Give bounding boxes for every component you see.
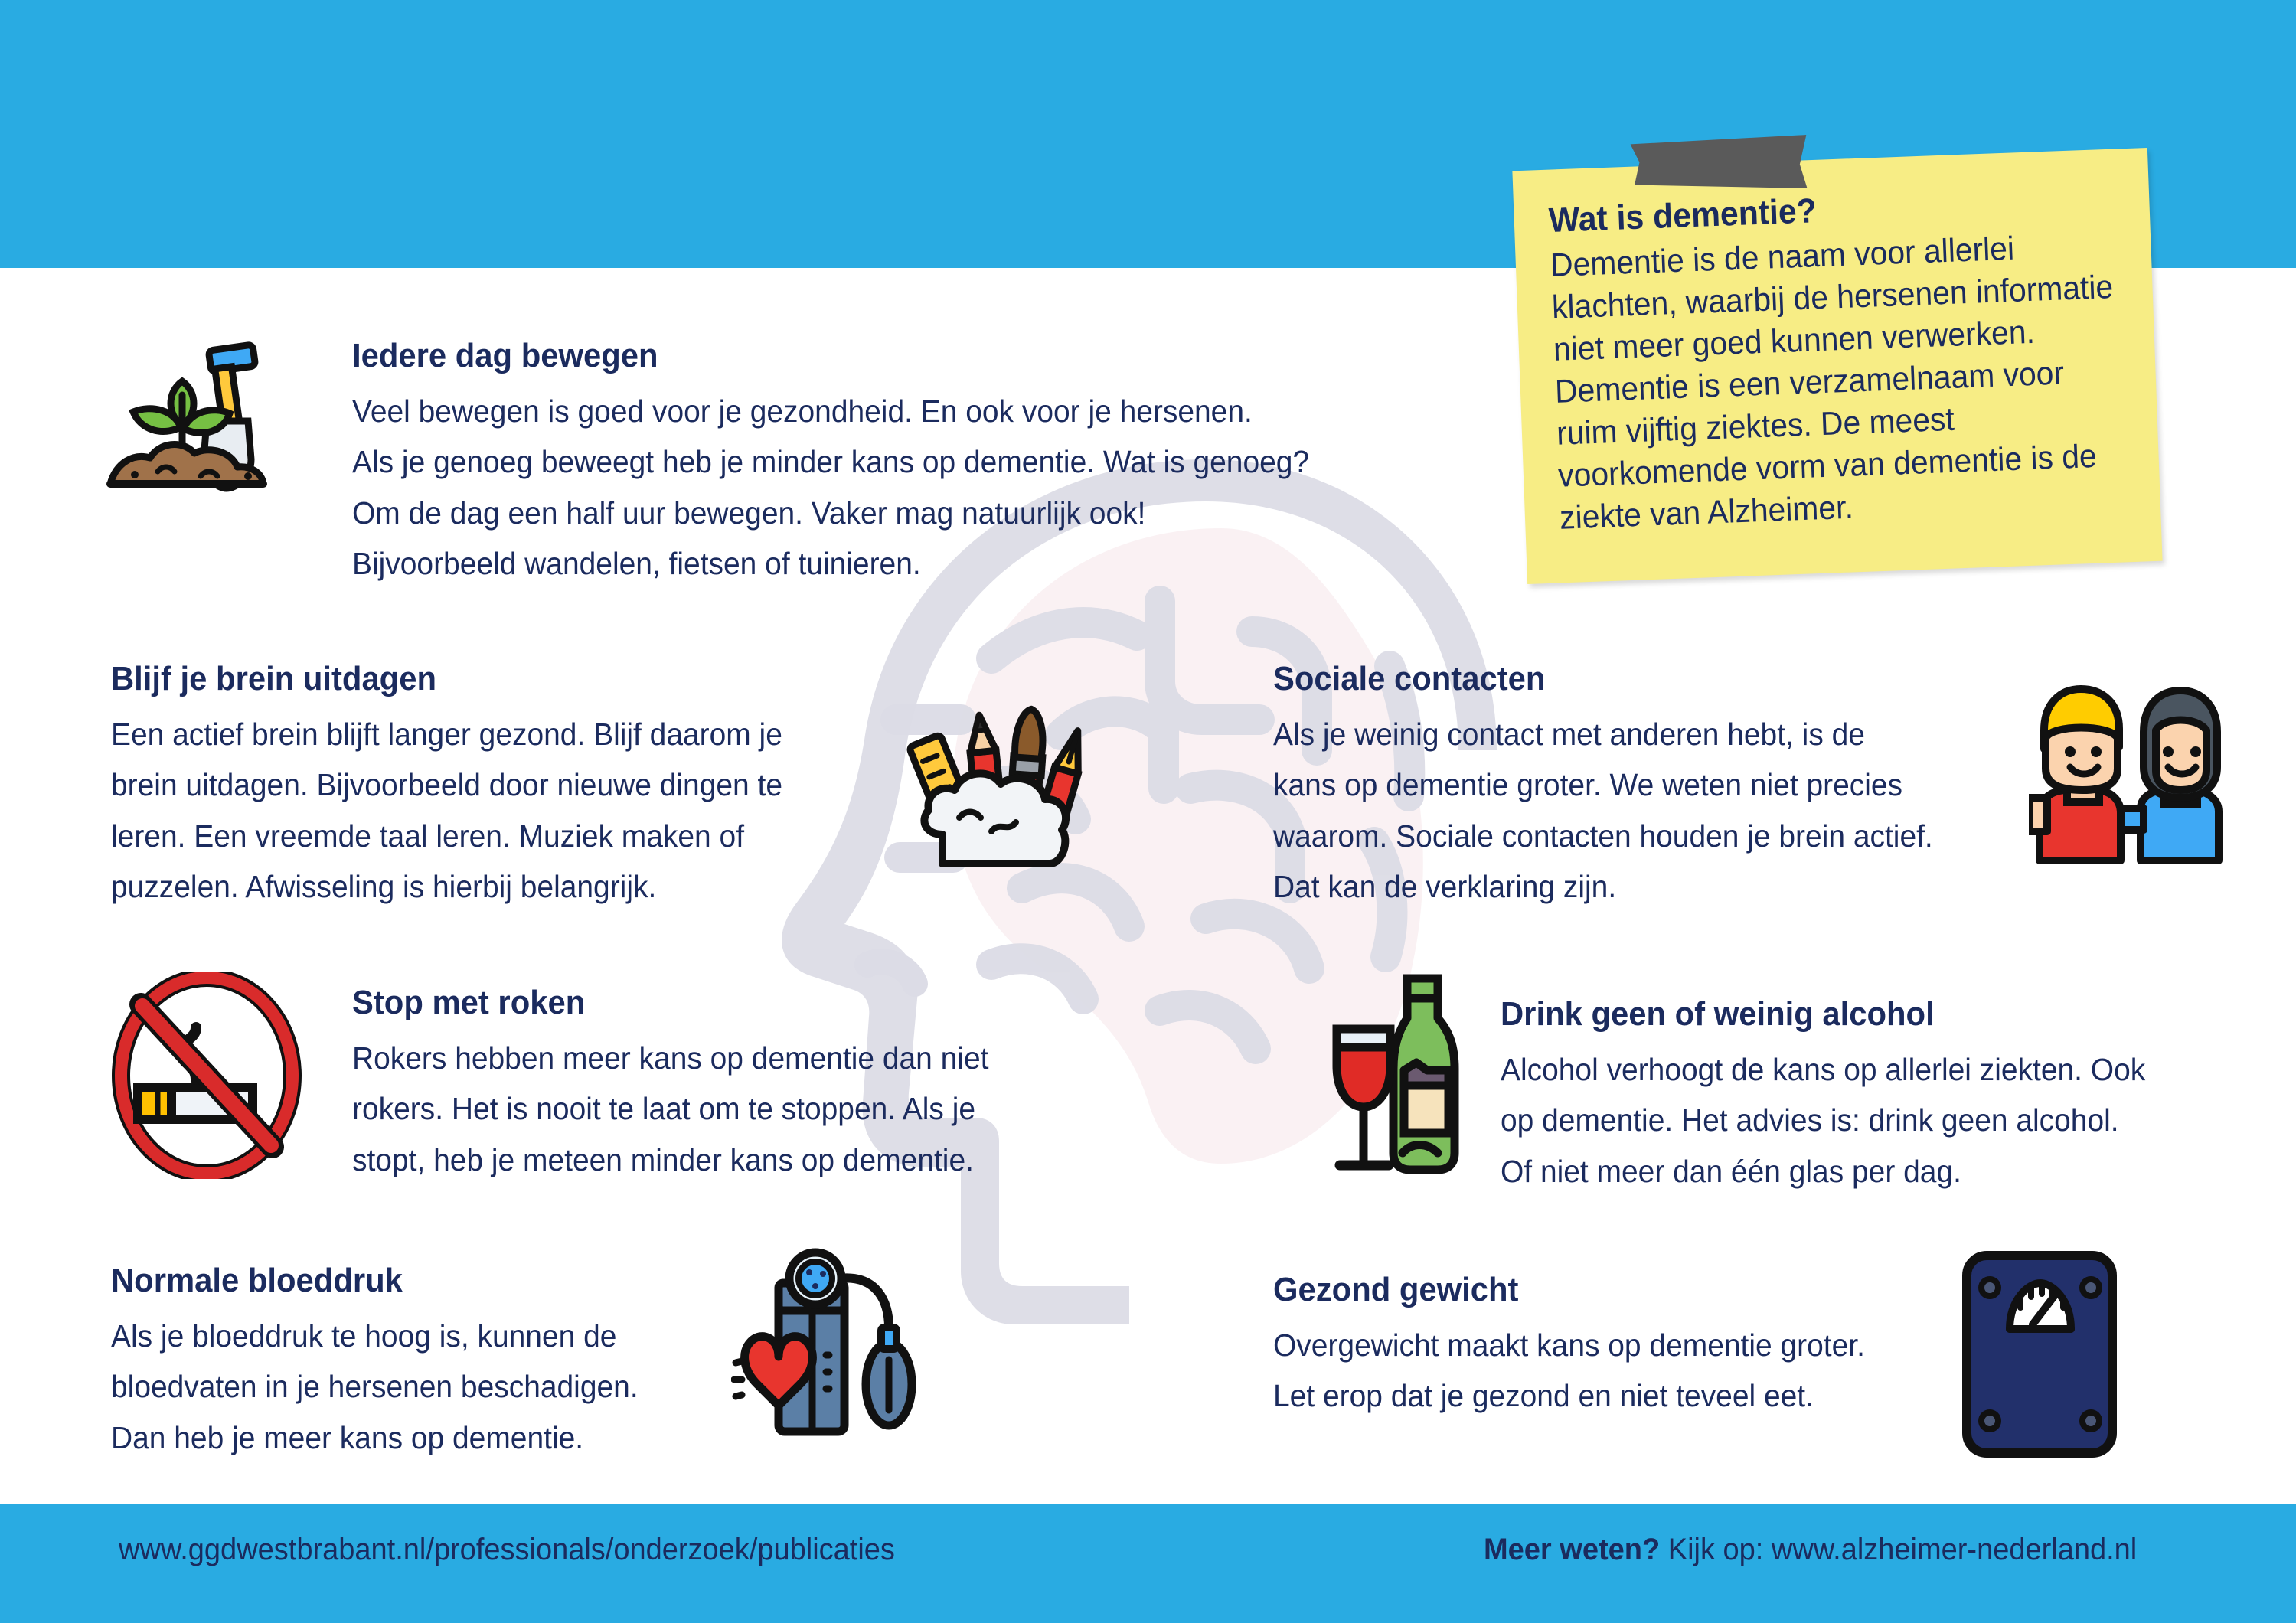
section-title-bloeddruk: Normale bloeddruk [111,1262,403,1299]
footer-banner [0,1504,2296,1623]
section-title-bewegen: Iedere dag bewegen [352,337,658,374]
section-sociale-contacten: Sociale contacten Als je weinig contact … [1273,660,2046,913]
section-uitdagen: Blijf je brein uitdagen Een actief brein… [111,660,938,913]
weight-scale-icon [1956,1248,2125,1462]
footer-link-text: Kijk op: www.alzheimer-nederland.nl [1660,1533,2138,1566]
section-line: brein uitdagen. Bijvoorbeeld door nieuwe… [111,767,783,803]
plant-shovel-icon [98,331,274,499]
section-line: waarom. Sociale contacten houden je brei… [1273,818,1933,854]
two-people-icon [2025,674,2236,877]
sticky-note-tape [1630,135,1807,191]
section-line: op dementie. Het advies is: drink geen a… [1501,1102,2119,1138]
footer-prefix: Meer weten? [1484,1533,1661,1566]
section-title-gewicht: Gezond gewicht [1273,1271,1519,1308]
section-line: Een actief brein blijft langer gezond. B… [111,717,782,752]
section-line: Of niet meer dan één glas per dag. [1501,1153,1961,1189]
section-title-sociale: Sociale contacten [1273,660,1546,697]
section-line: Rokers hebben meer kans op dementie dan … [352,1040,989,1076]
section-line: Als je bloeddruk te hoog is, kunnen de [111,1318,617,1354]
section-title-roken: Stop met roken [352,984,586,1021]
section-line: rokers. Het is nooit te laat om te stopp… [352,1091,976,1127]
section-line: stopt, heb je meteen minder kans op deme… [352,1141,974,1177]
section-line: Alcohol verhoogt de kans op allerlei zie… [1501,1052,2146,1087]
footer-url-alzheimer[interactable]: Meer weten? Kijk op: www.alzheimer-neder… [1484,1533,2137,1567]
section-bewegen: Iedere dag bewegen Veel bewegen is goed … [352,337,1470,589]
section-stop-met-roken: Stop met roken Rokers hebben meer kans o… [352,984,1118,1185]
section-line: bloedvaten in je hersenen beschadigen. [111,1369,639,1405]
no-smoking-icon [107,968,310,1183]
section-line: Om de dag een half uur bewegen. Vaker ma… [352,495,1146,531]
sticky-note-content: Wat is dementie? Dementie is de naam voo… [1548,179,2143,560]
section-gezond-gewicht: Gezond gewicht Overgewicht maakt kans op… [1273,1271,2000,1422]
sticky-note-body: Dementie is de naam voor allerlei klacht… [1550,230,2114,537]
wine-bottle-glass-icon [1331,972,1484,1179]
section-line: leren. Een vreemde taal leren. Muziek ma… [111,818,745,854]
section-line: Bijvoorbeeld wandelen, fietsen of tuinie… [352,546,921,582]
section-line: Als je genoeg beweegt heb je minder kans… [352,444,1310,480]
art-supplies-cloud-icon [900,681,1106,873]
section-line: Dat kan de verklaring zijn. [1273,869,1617,905]
section-line: puzzelen. Afwisseling is hierbij belangr… [111,869,657,905]
blood-pressure-monitor-icon [730,1248,930,1455]
section-line: kans op dementie groter. We weten niet p… [1273,767,1903,803]
section-line: Dan heb je meer kans op dementie. [111,1419,584,1455]
section-line: Veel bewegen is goed voor je gezondheid.… [352,394,1253,429]
section-line: Overgewicht maakt kans op dementie grote… [1273,1327,1865,1363]
section-line: Let erop dat je gezond en niet teveel ee… [1273,1378,1814,1414]
section-title-uitdagen: Blijf je brein uitdagen [111,660,437,697]
section-title-alcohol: Drink geen of weinig alcohol [1501,995,1935,1033]
section-bloeddruk: Normale bloeddruk Als je bloeddruk te ho… [111,1262,800,1463]
footer-url-ggd[interactable]: www.ggdwestbrabant.nl/professionals/onde… [119,1533,895,1566]
section-alcohol: Drink geen of weinig alcohol Alcohol ver… [1501,995,2266,1197]
section-line: Als je weinig contact met anderen hebt, … [1273,717,1865,752]
